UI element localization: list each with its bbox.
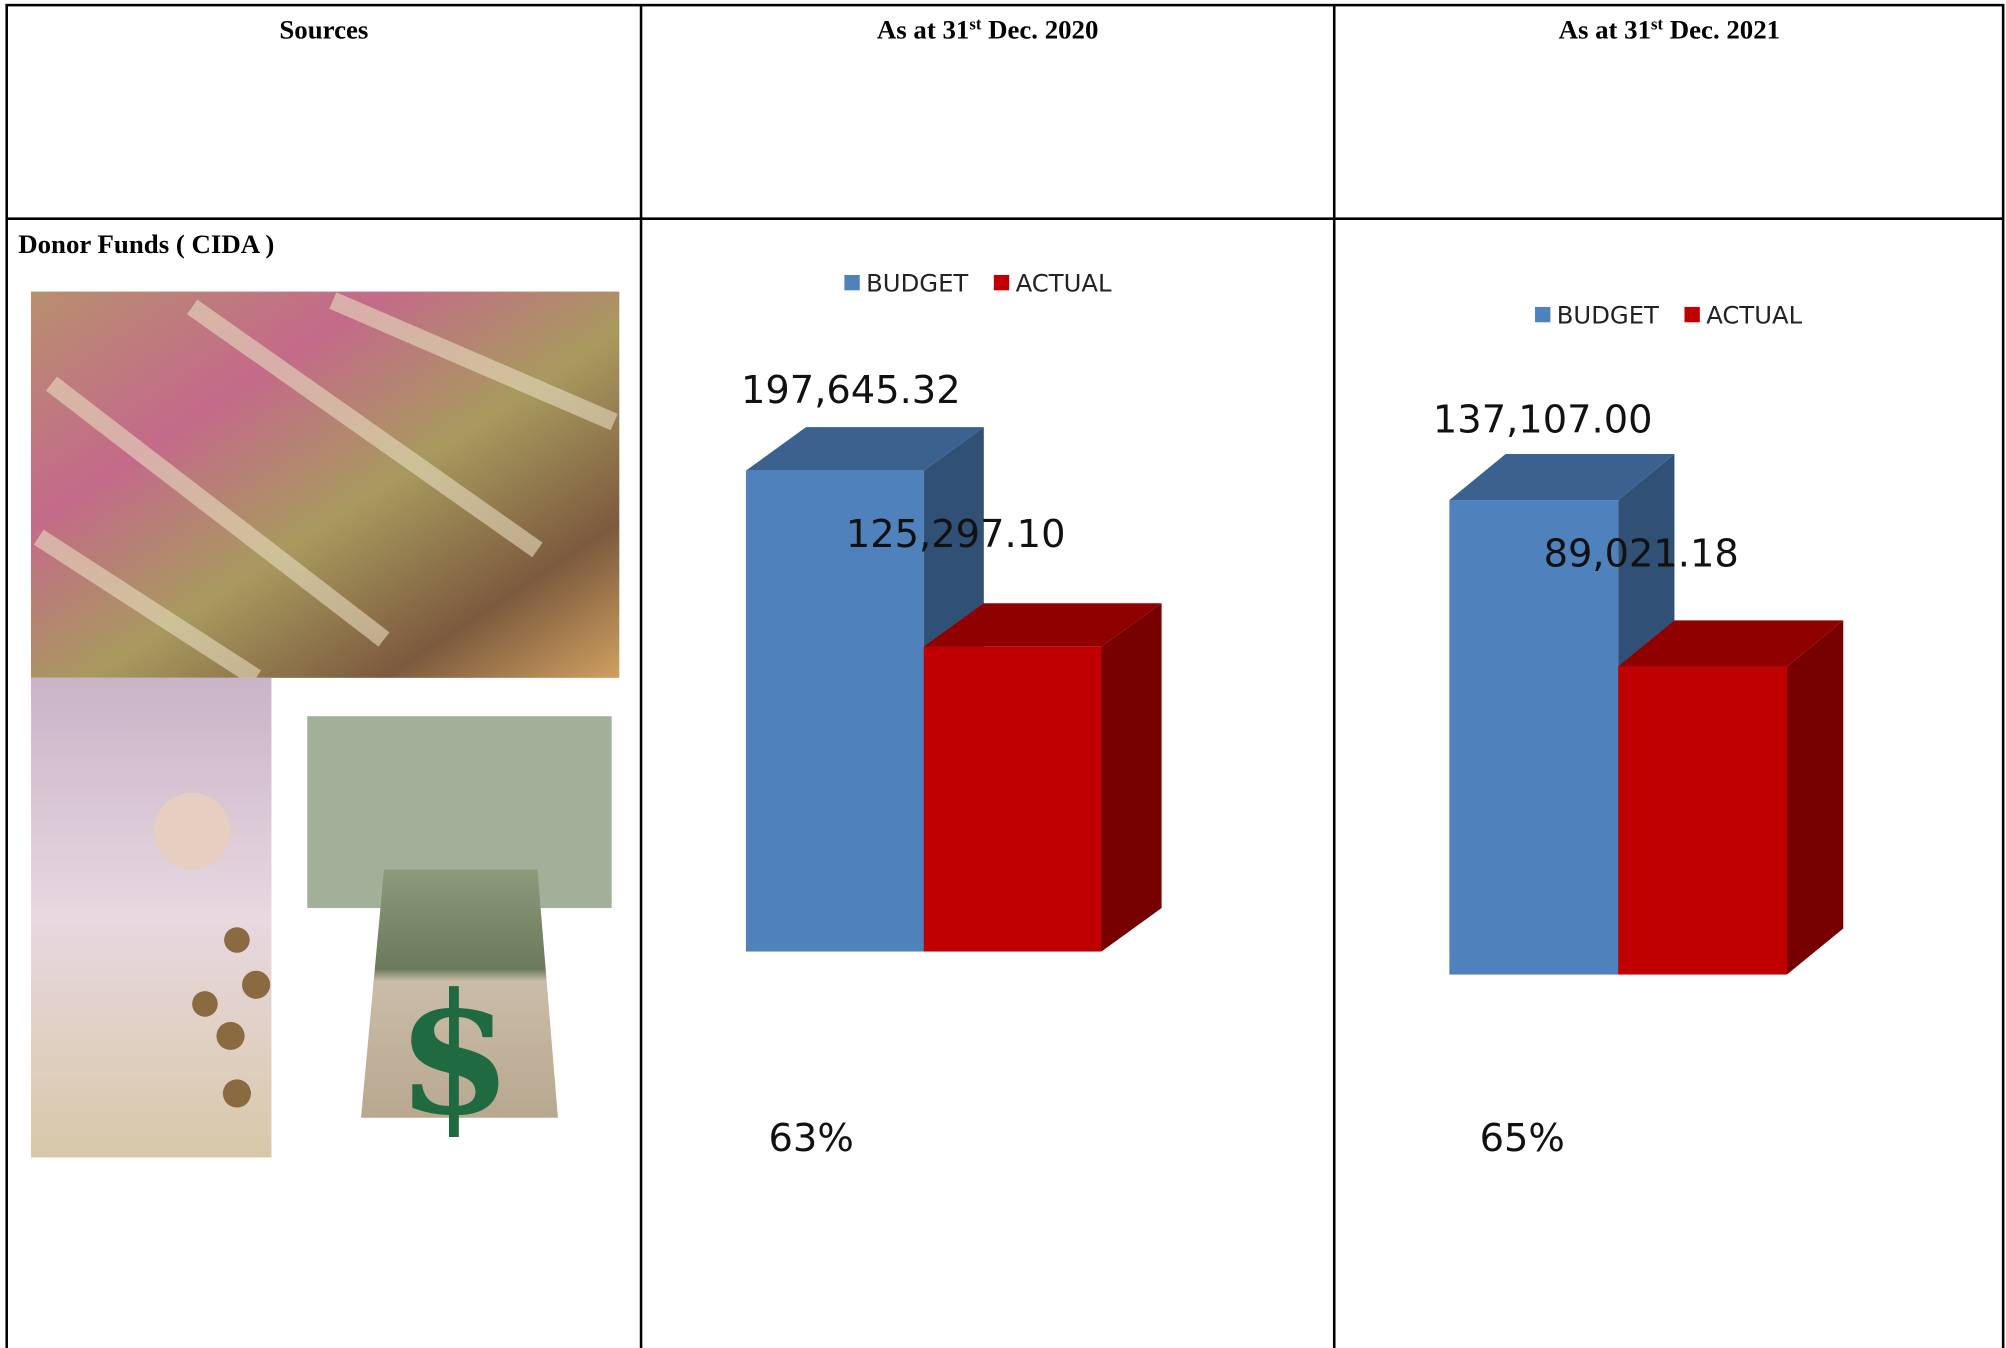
header-cell: As at 31st Dec. 2020 bbox=[877, 14, 1099, 44]
row-label: Donor Funds ( CIDA ) bbox=[18, 229, 274, 259]
header-sup: st bbox=[1651, 14, 1663, 33]
pound-image bbox=[31, 678, 271, 1158]
data-label: 197,645.32 bbox=[741, 368, 961, 413]
header-cell: Sources bbox=[279, 14, 368, 44]
legend-swatch bbox=[994, 275, 1009, 290]
annotation: 63% bbox=[769, 1116, 854, 1161]
header-sup: st bbox=[969, 14, 981, 33]
document: Sources As at 31st Dec. 2020 As at 31st … bbox=[0, 0, 2006, 1348]
legend-swatch bbox=[844, 275, 859, 290]
data-label: 125,297.10 bbox=[846, 512, 1066, 557]
data-label: 137,107.00 bbox=[1433, 397, 1653, 442]
header-text: As at 31 bbox=[1559, 14, 1651, 44]
bar-side bbox=[1101, 603, 1161, 951]
header-text: Dec. 2020 bbox=[981, 14, 1098, 44]
data-label: 89,021.18 bbox=[1544, 532, 1739, 577]
bar bbox=[1618, 666, 1787, 974]
legend-label: BUDGET bbox=[1557, 301, 1659, 330]
dollar-bag-image: $ bbox=[307, 716, 611, 1152]
legend-label: ACTUAL bbox=[1016, 269, 1112, 298]
header-text: As at 31 bbox=[877, 14, 969, 44]
euro-image bbox=[31, 292, 619, 678]
annotation: 65% bbox=[1480, 1116, 1565, 1161]
legend-label: ACTUAL bbox=[1706, 301, 1802, 330]
header-cell: As at 31st Dec. 2021 bbox=[1559, 14, 1781, 44]
legend-swatch bbox=[1684, 307, 1699, 322]
bar-side bbox=[1787, 620, 1843, 974]
legend-swatch bbox=[1535, 307, 1550, 322]
page: Sources As at 31st Dec. 2020 As at 31st … bbox=[0, 0, 2006, 1348]
header-text: Dec. 2021 bbox=[1663, 14, 1780, 44]
legend-label: BUDGET bbox=[866, 269, 968, 298]
svg-text:$: $ bbox=[396, 958, 512, 1153]
chart: BUDGET ACTUAL 197,645.32 125,297.10 63% bbox=[741, 269, 1162, 1161]
bar bbox=[924, 647, 1102, 952]
chart: BUDGET ACTUAL 137,107.00 89,021.18 65% bbox=[1433, 301, 1843, 1161]
